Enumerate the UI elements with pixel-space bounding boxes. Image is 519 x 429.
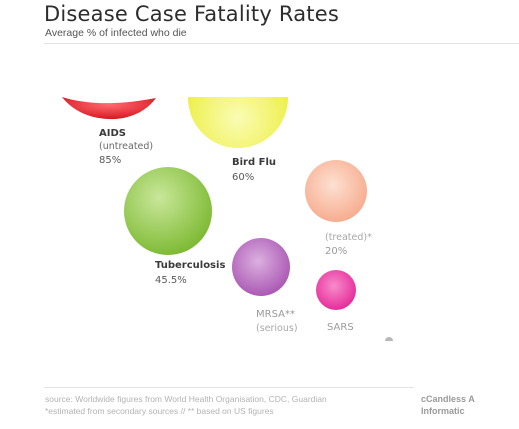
label-sars-name: SARS <box>327 322 354 333</box>
chart-subtitle: Average % of infected who die <box>45 27 187 39</box>
label-mrsa-note: (serious) <box>256 323 298 334</box>
credit-line-1: cCandless A <box>421 394 475 404</box>
label-bird-flu-name: Bird Flu <box>232 157 276 168</box>
bubble-tuberculosis[interactable] <box>124 167 212 255</box>
bubble-bird-flu[interactable] <box>188 48 288 148</box>
bubble-aids[interactable] <box>62 97 156 120</box>
credit-line-2: Informatic <box>421 406 465 416</box>
label-aids-treated-value: 20% <box>325 246 347 257</box>
label-aids-name: AIDS <box>99 128 126 139</box>
label-tuberculosis-value: 45.5% <box>155 275 187 286</box>
bubble-aids-treated[interactable] <box>305 160 367 222</box>
footer-note: *estimated from secondary sources // ** … <box>45 406 274 416</box>
footer-source: source: Worldwide figures from World Hea… <box>45 394 327 404</box>
label-bird-flu-value: 60% <box>232 172 254 183</box>
label-mrsa-name: MRSA** <box>256 309 295 320</box>
bubble-mrsa[interactable] <box>232 238 290 296</box>
chart-title: Disease Case Fatality Rates <box>44 2 339 26</box>
label-aids-note: (untreated) <box>99 141 153 152</box>
label-tuberculosis-name: Tuberculosis <box>155 260 225 271</box>
bubble-sars[interactable] <box>316 270 356 310</box>
label-aids-treated-note: (treated)* <box>325 232 372 243</box>
footer-divider <box>44 387 414 388</box>
header-divider <box>44 43 519 44</box>
label-aids-value: 85% <box>99 155 121 166</box>
